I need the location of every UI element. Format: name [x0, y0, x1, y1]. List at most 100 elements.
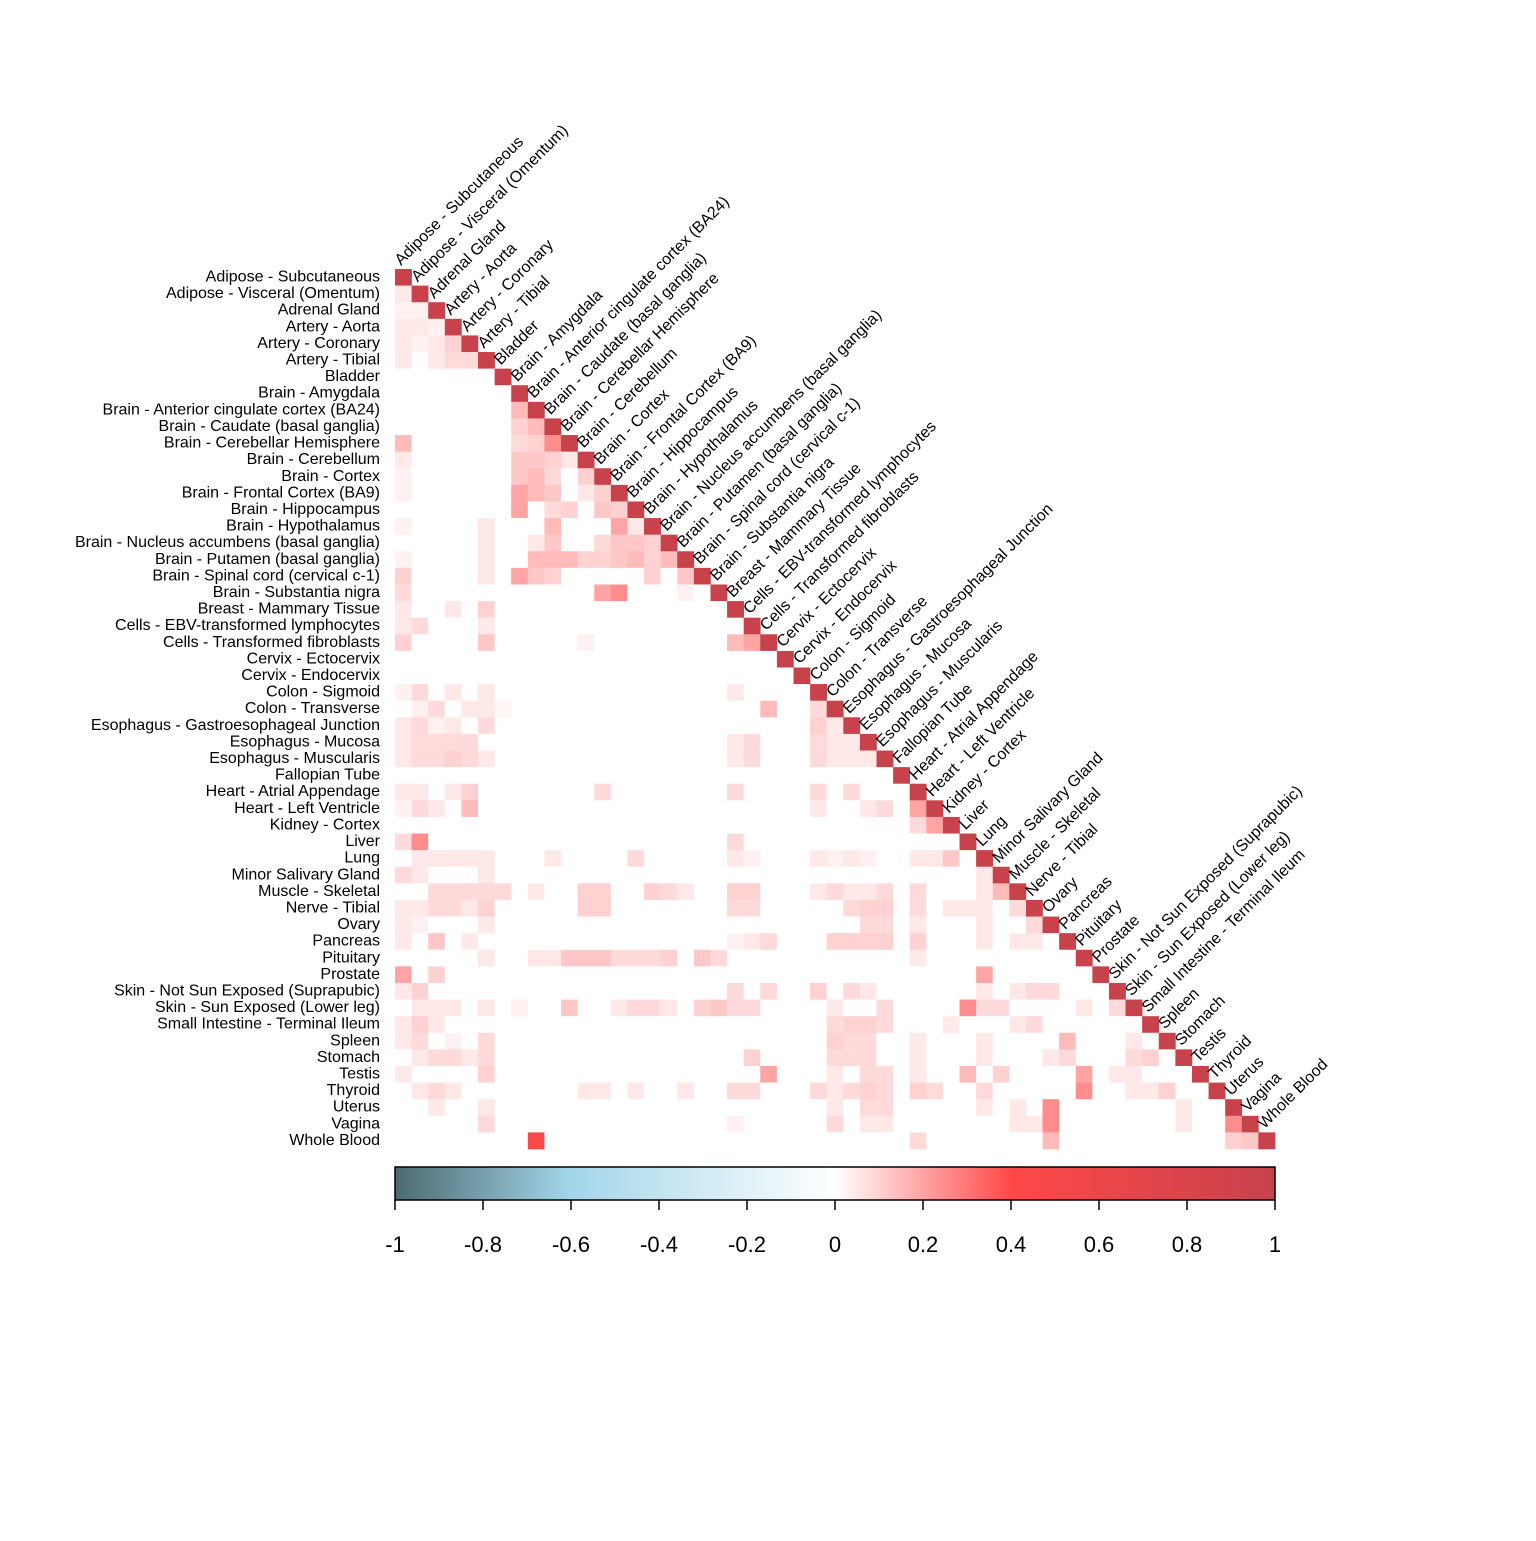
heat-cell [942, 1115, 960, 1133]
heat-cell [760, 650, 778, 668]
heat-cell [727, 850, 744, 868]
heat-cell [793, 750, 811, 768]
heat-cell [1042, 1099, 1060, 1117]
heat-cell [693, 584, 711, 602]
heat-cell [594, 933, 612, 951]
heat-cell [793, 833, 811, 851]
heat-cell [478, 584, 495, 602]
heat-cell [1092, 1049, 1110, 1067]
heat-cell [494, 783, 512, 801]
heat-cell [826, 899, 844, 917]
heat-cell [511, 850, 529, 868]
heat-cell [478, 601, 495, 618]
heat-cell [677, 982, 695, 1000]
heat-cell [411, 335, 429, 353]
heat-cell [627, 966, 645, 984]
heat-cell [843, 1016, 861, 1034]
heat-cell [727, 1115, 744, 1133]
heat-cell [1042, 1016, 1060, 1034]
heat-cell [511, 534, 529, 552]
heat-cell [594, 1049, 612, 1067]
heat-cell [992, 949, 1010, 967]
heat-cell [577, 601, 595, 618]
row-label: Muscle - Skeletal [258, 883, 380, 900]
heat-cell [843, 916, 861, 934]
heat-cell [876, 866, 894, 884]
heat-cell [610, 717, 628, 735]
heat-cell [976, 866, 994, 884]
heat-cell [444, 551, 462, 569]
heat-cell [527, 767, 545, 785]
heat-cell [610, 999, 628, 1017]
heat-cell [743, 700, 761, 718]
heat-cell [461, 750, 479, 768]
heat-cell [395, 634, 412, 652]
heat-cell [478, 866, 495, 884]
heat-cell [793, 733, 811, 751]
heat-cell [444, 833, 462, 851]
heat-cell [411, 999, 429, 1017]
heat-cell [411, 534, 429, 552]
heat-cell [793, 1115, 811, 1133]
heat-cell [594, 684, 612, 701]
heat-cell [527, 783, 545, 801]
heat-cell [577, 833, 595, 851]
heat-cell [743, 617, 761, 635]
heat-cell [527, 1065, 545, 1083]
heat-cell [743, 933, 761, 951]
heat-cell [395, 269, 412, 286]
heat-cell [826, 883, 844, 901]
heat-cell [544, 1049, 562, 1067]
heat-cell [461, 1115, 479, 1133]
heat-cell [1142, 1082, 1160, 1100]
row-label: Breast - Mammary Tissue [198, 601, 380, 618]
heat-cell [1092, 1082, 1110, 1100]
heat-cell [677, 601, 695, 618]
heat-cell [610, 866, 628, 884]
heat-cell [577, 667, 595, 685]
heat-cell [594, 717, 612, 735]
heat-cell [992, 933, 1010, 951]
heat-cell [1009, 1099, 1027, 1117]
heat-cell [992, 883, 1010, 901]
heat-cell [627, 1049, 645, 1067]
heat-cell [577, 1032, 595, 1050]
heat-cell [395, 866, 412, 884]
heat-cell [1042, 999, 1060, 1017]
heat-cell [428, 966, 446, 984]
heat-cell [527, 816, 545, 834]
heat-cell [527, 567, 545, 585]
heat-cell [461, 435, 479, 452]
heat-cell [428, 567, 446, 585]
heat-cell [428, 717, 446, 735]
heat-cell [710, 966, 728, 984]
heat-cell [411, 684, 429, 701]
heat-cell [561, 916, 578, 934]
heat-cell [843, 783, 861, 801]
heat-cell [727, 617, 744, 635]
heat-cell [826, 1032, 844, 1050]
heat-cell [527, 750, 545, 768]
colorbar-tick-label: -1 [385, 1232, 405, 1257]
heat-cell [843, 1049, 861, 1067]
heat-cell [893, 800, 911, 818]
heat-cell [511, 916, 529, 934]
heat-cell [627, 1032, 645, 1050]
heat-cell [428, 667, 446, 685]
row-label: Thyroid [327, 1082, 380, 1099]
heat-cell [461, 1099, 479, 1117]
heat-cell [644, 916, 661, 934]
heat-cell [710, 750, 728, 768]
heat-cell [843, 1099, 861, 1117]
heat-cell [478, 501, 495, 519]
heat-cell [411, 468, 429, 486]
heat-cell [461, 551, 479, 569]
colorbar-tick-label: 1 [1269, 1232, 1281, 1257]
heat-cell [1208, 1115, 1226, 1133]
heat-cell [494, 866, 512, 884]
heat-cell [1191, 1082, 1209, 1100]
heat-cell [942, 949, 960, 967]
heat-cell [544, 800, 562, 818]
heat-cell [644, 551, 661, 569]
row-label: Heart - Left Ventricle [234, 800, 380, 817]
